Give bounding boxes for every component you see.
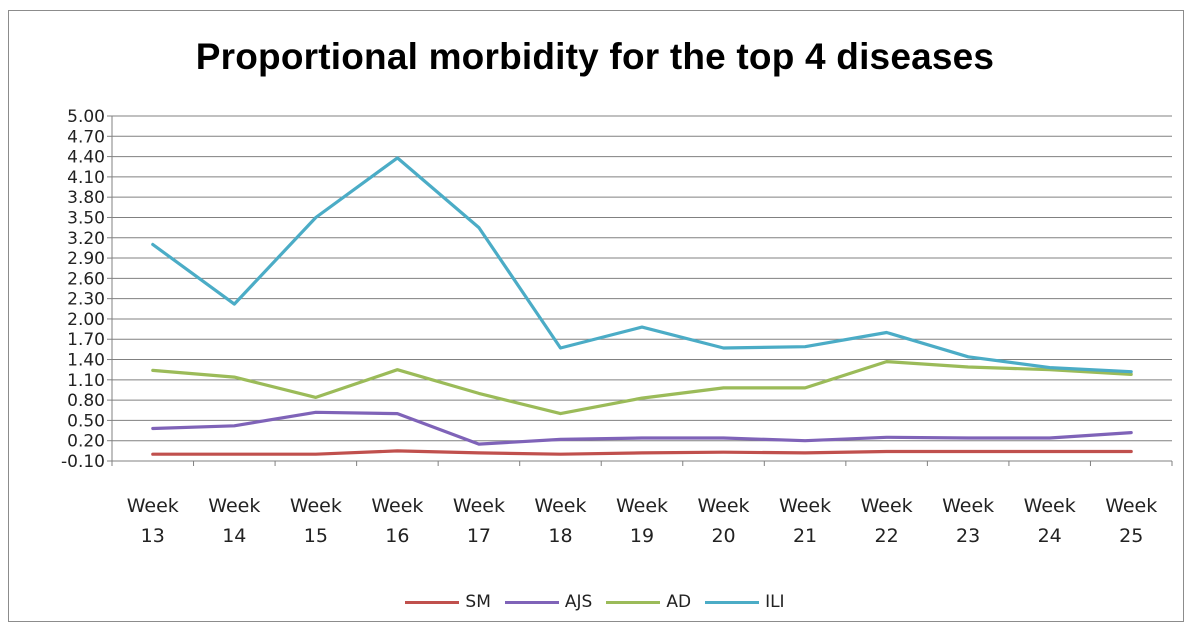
- y-tick-label: 4.70: [67, 127, 105, 147]
- y-tick-label: 3.50: [67, 208, 105, 228]
- legend-swatch: [504, 600, 559, 604]
- legend-item-sm: SM: [405, 592, 491, 612]
- x-tick-label: Week 19: [616, 495, 668, 547]
- legend-swatch: [705, 600, 760, 604]
- legend: SM AJS AD ILI: [0, 592, 1190, 612]
- series-line-sm: [151, 449, 1133, 456]
- x-tick-label: Week 14: [208, 495, 260, 547]
- y-tick-label: 1.10: [67, 371, 105, 391]
- x-tick-label: Week 21: [779, 495, 831, 547]
- chart-frame: [8, 10, 1184, 622]
- series-line-ad: [151, 360, 1133, 416]
- legend-swatch: [405, 600, 460, 604]
- y-tick-label: 0.50: [67, 411, 105, 431]
- x-tick-label: Week 22: [861, 495, 913, 547]
- legend-label: SM: [465, 592, 491, 612]
- legend-label: ILI: [765, 592, 785, 612]
- y-tick-label: 0.20: [67, 432, 105, 452]
- y-tick-label: -0.10: [61, 452, 105, 472]
- y-tick-label: 5.00: [67, 107, 105, 127]
- y-tick-label: 2.00: [67, 310, 105, 330]
- y-tick-label: 1.70: [67, 330, 105, 350]
- x-tick-label: Week 17: [453, 495, 505, 547]
- x-tick-label: Week 16: [371, 495, 423, 547]
- x-tick-label: Week 24: [1024, 495, 1076, 547]
- y-tick-label: 4.40: [67, 148, 105, 168]
- y-tick-label: 3.20: [67, 229, 105, 249]
- legend-swatch: [606, 600, 661, 604]
- series-line-ili: [151, 156, 1133, 374]
- x-tick-label: Week 15: [290, 495, 342, 547]
- x-tick-labels: Week 13 Week 14 Week 15 Week 16 Week 17 Week 18 Week…: [127, 495, 1158, 547]
- y-tick-label: 4.10: [67, 168, 105, 188]
- y-tick-label: 1.40: [67, 351, 105, 371]
- x-tick-label: Week 18: [534, 495, 586, 547]
- series-lines: [151, 156, 1133, 456]
- legend-item-ili: ILI: [705, 592, 785, 612]
- x-tick-label: Week 20: [698, 495, 750, 547]
- y-tick-label: 3.80: [67, 188, 105, 208]
- x-tick-label: Week 13: [127, 495, 179, 547]
- x-tick-label: Week 25: [1105, 495, 1157, 547]
- legend-item-ad: AD: [606, 592, 691, 612]
- chart-title: Proportional morbidity for the top 4 dis…: [195, 36, 995, 77]
- y-tick-label: 2.90: [67, 249, 105, 269]
- legend-label: AD: [666, 592, 692, 612]
- legend-item-ajs: AJS: [504, 592, 593, 612]
- x-tick-label: Week 23: [942, 495, 994, 547]
- legend-label: AJS: [564, 592, 593, 612]
- y-tick-labels: 5.004.704.404.103.803.503.202.902.602.30…: [61, 107, 105, 472]
- grid-lines: [112, 115, 1172, 462]
- y-tick-label: 2.30: [67, 290, 105, 310]
- series-line-ajs: [151, 410, 1133, 446]
- y-tick-label: 0.80: [67, 391, 105, 411]
- y-tick-label: 2.60: [67, 269, 105, 289]
- axes: [107, 115, 1173, 466]
